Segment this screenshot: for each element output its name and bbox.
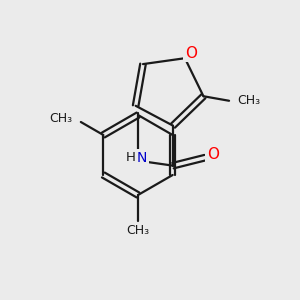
Text: O: O bbox=[207, 147, 219, 162]
Text: CH₃: CH₃ bbox=[50, 112, 73, 125]
Text: CH₃: CH₃ bbox=[237, 94, 260, 107]
Text: CH₃: CH₃ bbox=[126, 224, 150, 238]
Text: O: O bbox=[185, 46, 197, 61]
Text: H: H bbox=[126, 151, 136, 164]
Text: N: N bbox=[137, 151, 147, 165]
